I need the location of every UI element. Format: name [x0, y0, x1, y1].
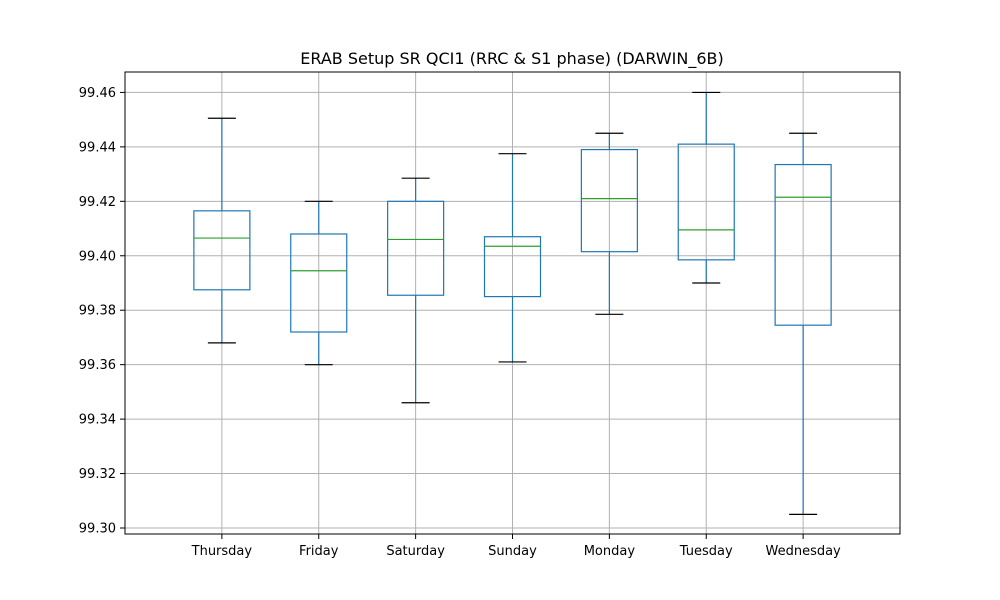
x-tick-label: Thursday: [191, 544, 253, 559]
x-tick-label: Friday: [299, 544, 339, 559]
x-tick-label: Wednesday: [765, 544, 841, 559]
iqr-box: [290, 233, 348, 333]
boxes: [193, 91, 832, 515]
box-monday: [580, 132, 638, 315]
box-thursday: [193, 117, 251, 344]
y-tick-label: 99.44: [79, 140, 116, 155]
iqr-box: [774, 163, 832, 326]
x-tick-label: Tuesday: [679, 544, 733, 559]
iqr-box: [483, 236, 542, 298]
y-tick-label: 99.30: [79, 522, 116, 537]
x-axis-ticks: Thursday Friday Saturday Sunday Monday Tuesda…: [191, 534, 841, 559]
iqr-box: [677, 143, 735, 261]
box-friday: [290, 200, 348, 366]
box-wednesday: [774, 132, 832, 515]
y-tick-label: 99.42: [79, 195, 116, 210]
x-tick-label: Saturday: [386, 544, 445, 559]
iqr-box: [193, 210, 251, 291]
iqr-box: [387, 200, 445, 296]
y-tick-label: 99.38: [79, 304, 116, 319]
x-tick-label: Sunday: [488, 544, 537, 559]
y-tick-label: 99.36: [79, 358, 116, 373]
box-saturday: [387, 177, 445, 404]
y-tick-label: 99.34: [79, 413, 116, 428]
iqr-box: [580, 148, 638, 253]
y-tick-label: 99.40: [79, 249, 116, 264]
y-axis-ticks: 99.30 99.32 99.34 99.36 99.38 99.40 99.42 99.44…: [79, 86, 125, 537]
chart-title: ERAB Setup SR QCI1 (RRC & S1 phase) (DAR…: [300, 49, 723, 69]
y-tick-label: 99.46: [79, 86, 116, 101]
box-tuesday: [677, 91, 735, 284]
x-tick-label: Monday: [584, 544, 636, 559]
y-tick-label: 99.32: [79, 467, 116, 482]
box-sunday: [483, 153, 542, 363]
